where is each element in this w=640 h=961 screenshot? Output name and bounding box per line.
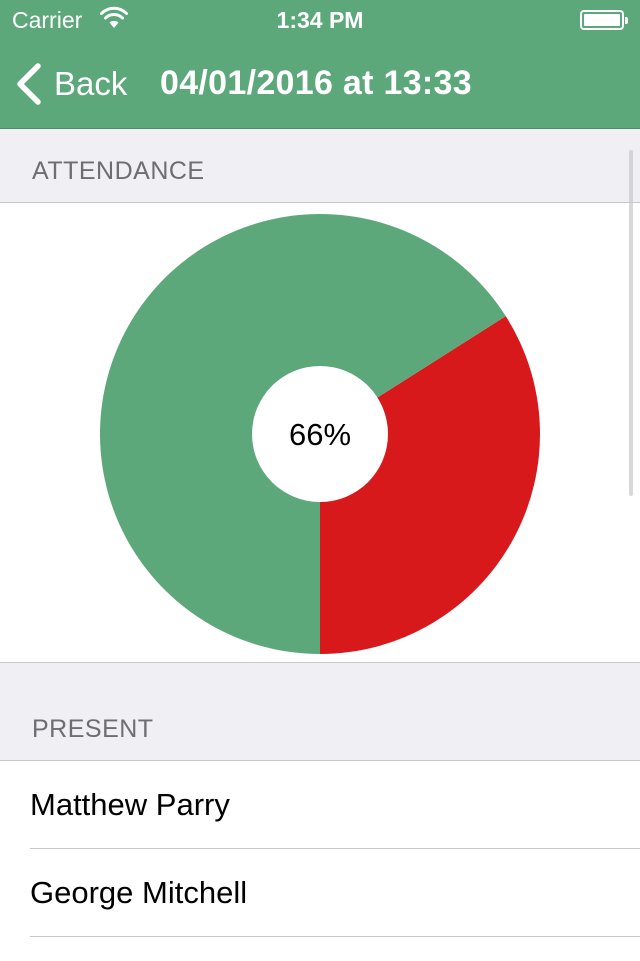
status-bar: Carrier 1:34 PM (0, 0, 640, 40)
row-separator (30, 848, 640, 849)
attendance-pie-chart: 66% (99, 213, 540, 654)
list-item[interactable]: George Mitchell (0, 849, 640, 937)
clock: 1:34 PM (276, 7, 364, 33)
back-button[interactable]: Back (14, 60, 127, 108)
navigation-bar: Back 04/01/2016 at 13:33 (0, 40, 640, 129)
attendance-header-label: ATTENDANCE (32, 157, 205, 185)
attendance-section-header: ATTENDANCE (0, 128, 640, 202)
pie-center-hole (252, 366, 388, 502)
pie-center-label: 66% (289, 417, 351, 452)
list-item[interactable]: Matthew Parry (0, 761, 640, 849)
scrollbar[interactable] (629, 150, 633, 496)
back-label: Back (54, 65, 128, 102)
carrier-label: Carrier (12, 7, 83, 33)
student-name: George Mitchell (30, 875, 248, 910)
wifi-icon (100, 6, 128, 28)
attendance-chart: 66% (0, 202, 640, 663)
student-name: Matthew Parry (30, 787, 230, 822)
chevron-left-icon (17, 63, 41, 105)
present-section-header: PRESENT (0, 663, 640, 760)
page-title: 04/01/2016 at 13:33 (160, 64, 472, 102)
battery-icon (580, 10, 628, 30)
present-header-label: PRESENT (32, 715, 154, 743)
row-separator (30, 936, 640, 937)
present-list: Matthew Parry George Mitchell (0, 760, 640, 961)
